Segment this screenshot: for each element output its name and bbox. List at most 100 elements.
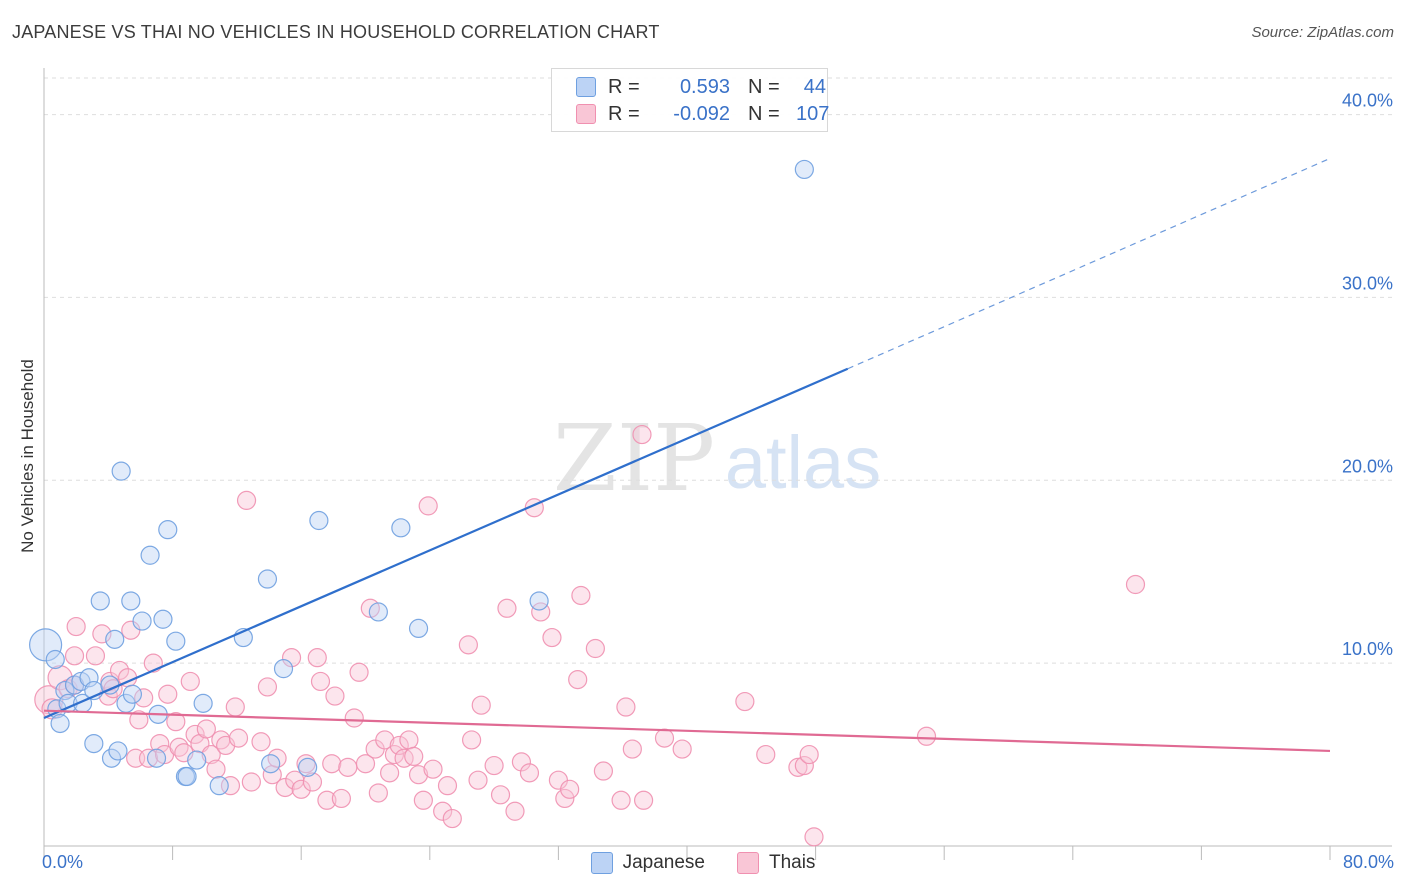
thai-point: [134, 688, 154, 708]
thai-point: [408, 765, 429, 785]
trendlines: [43, 157, 1331, 753]
thai-point: [275, 777, 295, 798]
series-legend: Japanese Thais: [0, 852, 1406, 874]
thai-point: [490, 785, 511, 805]
axes: [43, 68, 1392, 860]
x-max-label: 80.0%: [1342, 852, 1394, 872]
japanese-point: [111, 461, 131, 481]
thai-point: [437, 776, 458, 796]
thai-point: [484, 755, 504, 776]
thai-point: [654, 728, 675, 748]
chart-title: JAPANESE VS THAI NO VEHICLES IN HOUSEHOL…: [12, 22, 660, 42]
thai-point: [302, 772, 323, 792]
thai-point: [471, 695, 491, 715]
japanese-trendline-extension: [847, 157, 1331, 370]
legend-item-thai[interactable]: Thais: [736, 852, 816, 874]
japanese-point: [177, 766, 197, 787]
thai-point: [542, 627, 562, 648]
thai-point: [418, 496, 438, 516]
thai-point: [206, 759, 226, 779]
japanese-n-value: 44: [803, 75, 826, 98]
japanese-legend-label: Japanese: [622, 852, 705, 873]
source-label: Source: ZipAtlas.com: [1251, 24, 1394, 41]
y-tick-labels: 10.0% 20.0% 30.0% 40.0%: [1342, 91, 1393, 660]
japanese-point: [50, 713, 70, 734]
thai-point: [66, 616, 86, 637]
thai-point: [404, 746, 424, 767]
thai-point: [585, 638, 605, 659]
thai-point: [281, 648, 302, 668]
thai-r-value: -0.092: [673, 102, 730, 125]
japanese-point: [105, 629, 125, 649]
y-tick-label: 20.0%: [1342, 456, 1393, 476]
thai-point: [310, 671, 331, 692]
japanese-point: [29, 628, 63, 662]
thai-point: [166, 712, 186, 732]
thai-point: [568, 669, 588, 690]
japanese-point: [166, 631, 186, 651]
thai-point: [317, 790, 337, 810]
thai-point: [384, 744, 405, 765]
thai-legend-label: Thais: [768, 852, 816, 873]
thai-point: [497, 598, 517, 618]
japanese-point: [140, 545, 160, 565]
y-tick-label: 40.0%: [1342, 91, 1393, 111]
thai-point: [64, 646, 85, 666]
thai-point: [442, 808, 462, 829]
thai-point: [399, 730, 419, 750]
japanese-trendline: [43, 367, 849, 720]
japanese-point: [391, 518, 411, 538]
thai-point: [225, 697, 245, 717]
thai-point: [433, 801, 453, 821]
thai-point: [109, 660, 130, 681]
thai-point: [756, 744, 776, 765]
thai-point: [632, 424, 652, 445]
thai-point: [325, 686, 345, 706]
thai-point: [505, 801, 525, 821]
thai-point: [251, 732, 271, 752]
thai-point: [389, 735, 409, 756]
japanese-n-label: N =: [748, 75, 780, 98]
thai-legend-swatch: [736, 852, 759, 874]
japanese-point: [146, 748, 167, 768]
thai-point: [380, 763, 400, 783]
thai-point: [804, 827, 824, 847]
thai-point: [799, 744, 819, 765]
japanese-point: [108, 741, 128, 761]
thai-point: [413, 790, 433, 810]
thai-point: [672, 739, 692, 759]
thai-point: [180, 671, 200, 692]
thai-point: [788, 757, 808, 777]
thai-point: [344, 708, 364, 728]
thai-point: [355, 754, 376, 774]
japanese-point: [368, 602, 388, 622]
thai-point: [394, 748, 414, 768]
japanese-point: [84, 733, 104, 754]
thai-swatch: [576, 104, 596, 124]
legend-item-japanese[interactable]: Japanese: [590, 852, 705, 874]
japanese-point: [132, 611, 152, 631]
thai-point: [201, 744, 221, 765]
japanese-point: [209, 776, 229, 796]
japanese-series: [29, 159, 814, 796]
thai-point: [185, 724, 205, 745]
thai-trendline: [43, 709, 1331, 753]
japanese-point: [298, 757, 318, 777]
thai-point: [468, 770, 488, 790]
thai-point: [794, 755, 814, 776]
thai-point: [307, 648, 327, 668]
thai-point: [519, 763, 540, 783]
thai-point: [158, 684, 178, 704]
japanese-legend-swatch: [590, 852, 613, 874]
thai-point: [228, 728, 249, 748]
japanese-point: [55, 680, 75, 701]
y-tick-label: 10.0%: [1342, 639, 1393, 659]
thai-r-label: R =: [608, 102, 640, 125]
thai-series: [34, 424, 1146, 847]
y-tick-label: 30.0%: [1342, 273, 1393, 293]
thai-n-value: 107: [796, 102, 830, 125]
legend-row-japanese: R = 0.593 N = 44: [576, 75, 826, 99]
thai-point: [458, 635, 478, 655]
thai-point: [461, 730, 482, 750]
thai-point: [338, 757, 358, 777]
